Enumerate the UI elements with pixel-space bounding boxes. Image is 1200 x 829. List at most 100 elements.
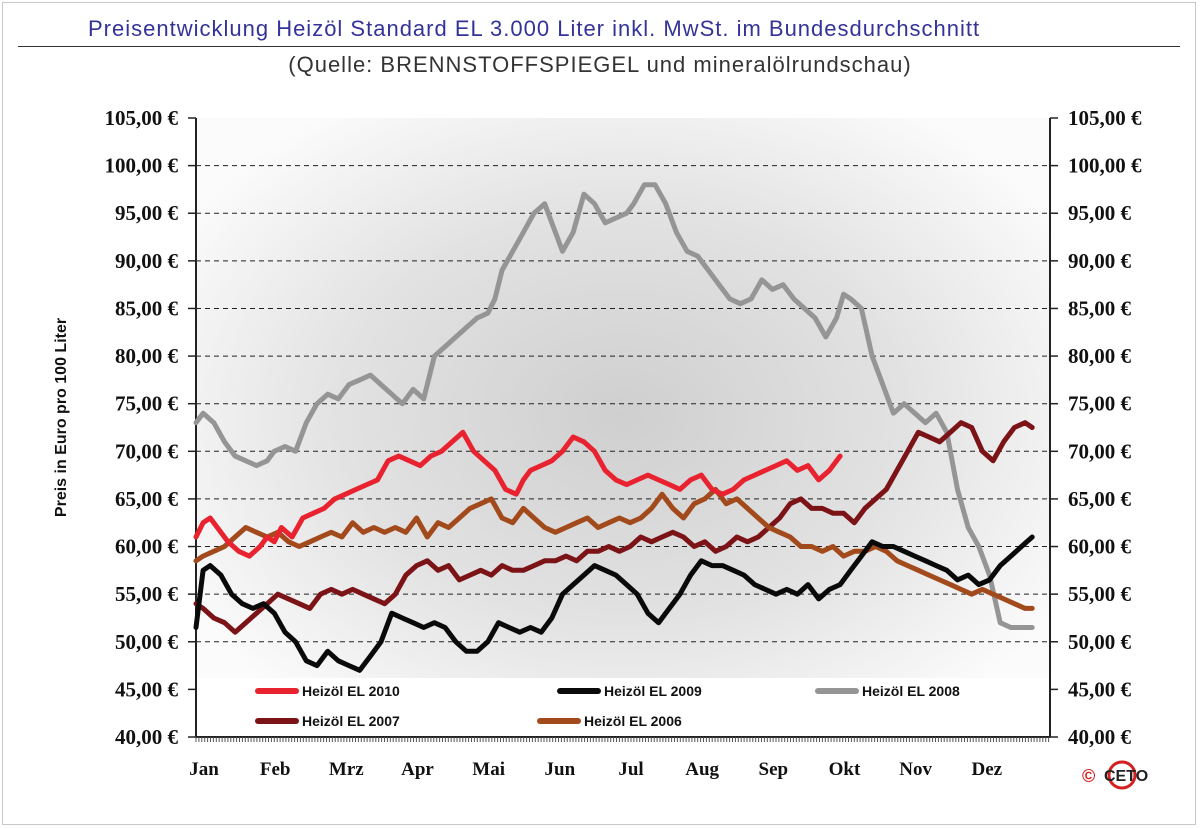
data-point — [283, 445, 287, 448]
data-point — [828, 588, 831, 591]
data-point — [194, 535, 198, 539]
data-point — [543, 559, 546, 562]
y-tick-label-right: 105,00 € — [1068, 106, 1142, 130]
y-tick-label-left: 100,00 € — [105, 154, 179, 178]
data-point — [540, 631, 543, 634]
data-point — [938, 440, 941, 443]
y-tick-label-left: 105,00 € — [105, 106, 179, 130]
data-point — [362, 531, 365, 534]
data-point — [881, 383, 884, 386]
series-line — [193, 420, 1035, 635]
data-point — [767, 526, 771, 529]
data-point — [219, 573, 223, 577]
data-point — [436, 569, 440, 572]
data-point — [333, 497, 336, 501]
data-point — [447, 564, 450, 567]
data-point — [308, 607, 312, 610]
data-point — [628, 521, 632, 524]
data-point — [924, 421, 927, 424]
data-point — [835, 316, 838, 320]
x-tick-label: Okt — [829, 759, 861, 780]
data-point — [465, 650, 468, 653]
data-point — [209, 516, 212, 520]
data-point — [1031, 626, 1034, 629]
data-point — [408, 459, 411, 462]
data-point — [394, 526, 397, 529]
data-point — [468, 573, 472, 577]
data-point — [746, 540, 749, 543]
data-point — [596, 550, 600, 553]
data-point — [262, 602, 265, 605]
data-point — [301, 516, 304, 520]
data-point — [970, 426, 973, 429]
data-point — [294, 450, 297, 453]
data-point — [703, 540, 706, 543]
data-point — [326, 393, 329, 396]
data-point — [981, 450, 984, 453]
data-point — [386, 459, 390, 462]
data-point — [693, 502, 696, 505]
data-point — [728, 297, 731, 301]
data-point — [700, 559, 703, 562]
data-point — [241, 602, 244, 605]
data-point — [273, 450, 276, 453]
data-point — [870, 354, 874, 358]
data-point — [853, 550, 856, 553]
data-point — [201, 607, 205, 610]
data-point — [337, 397, 340, 401]
data-point — [365, 483, 368, 486]
data-point — [305, 659, 308, 662]
data-point — [714, 550, 717, 553]
data-point — [283, 631, 287, 634]
data-point — [443, 626, 447, 629]
data-point — [251, 607, 255, 610]
data-point — [223, 440, 226, 443]
y-tick-label-right: 70,00 € — [1068, 439, 1132, 463]
data-point — [426, 535, 429, 539]
data-point — [294, 640, 297, 643]
data-point — [433, 354, 436, 358]
data-point — [1031, 426, 1034, 429]
data-point — [369, 373, 372, 377]
data-point — [315, 402, 319, 405]
data-point — [732, 488, 735, 491]
data-point — [561, 250, 564, 253]
data-point — [977, 545, 980, 548]
data-point — [789, 535, 792, 539]
data-point — [959, 421, 963, 424]
data-point — [575, 559, 578, 562]
data-point — [1020, 545, 1023, 548]
data-point — [280, 526, 283, 529]
data-point — [988, 578, 991, 582]
y-tick-label-right: 60,00 € — [1068, 535, 1132, 559]
data-point — [244, 526, 247, 529]
data-point — [831, 512, 835, 515]
logo-text: CETO — [1104, 768, 1148, 785]
data-point — [657, 621, 660, 624]
data-point — [404, 573, 408, 577]
data-point — [394, 593, 397, 596]
data-point — [379, 383, 383, 386]
data-point — [426, 559, 429, 562]
data-point — [561, 593, 564, 596]
data-point — [458, 578, 461, 582]
data-point — [518, 631, 521, 634]
data-point — [796, 469, 799, 472]
data-point — [842, 293, 845, 296]
data-point — [725, 545, 728, 548]
data-point — [586, 516, 589, 520]
data-point — [248, 554, 251, 558]
data-point — [831, 545, 835, 548]
y-tick-label-right: 90,00 € — [1068, 249, 1132, 273]
data-point — [411, 388, 415, 391]
data-point — [287, 540, 290, 543]
data-point — [511, 521, 514, 524]
data-point — [604, 221, 607, 224]
data-point — [201, 569, 205, 572]
data-point — [266, 459, 269, 462]
data-point — [938, 578, 941, 582]
data-point — [757, 535, 760, 539]
data-point — [849, 297, 852, 301]
data-point — [212, 421, 215, 424]
data-point — [415, 516, 418, 520]
